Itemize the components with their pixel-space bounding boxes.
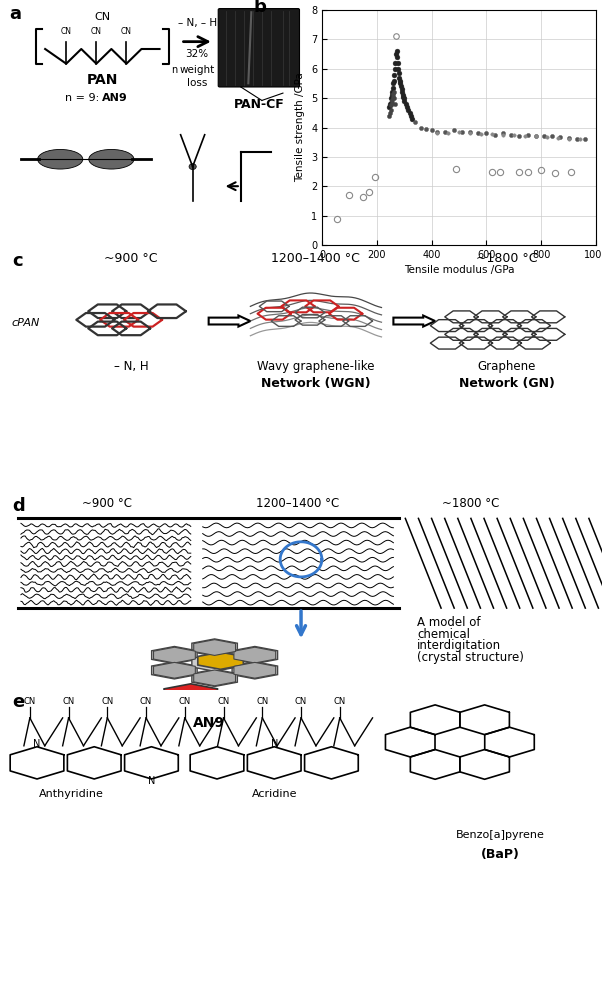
Text: CN: CN	[334, 696, 346, 706]
Text: d: d	[12, 497, 25, 515]
Polygon shape	[154, 647, 195, 663]
Polygon shape	[192, 639, 237, 656]
Text: N: N	[270, 739, 278, 749]
Text: cPAN: cPAN	[12, 318, 40, 328]
Text: CN: CN	[95, 12, 110, 22]
Text: chemical: chemical	[417, 628, 470, 641]
Text: Network (GN): Network (GN)	[459, 377, 554, 390]
Circle shape	[189, 164, 196, 170]
Text: Anthyridine: Anthyridine	[39, 789, 104, 799]
Text: 1200–1400 °C: 1200–1400 °C	[272, 252, 361, 265]
Polygon shape	[154, 662, 195, 678]
Text: (BaP): (BaP)	[481, 848, 520, 861]
Text: A model of: A model of	[417, 616, 481, 629]
Text: Network (WGN): Network (WGN)	[261, 377, 371, 390]
Polygon shape	[164, 684, 217, 704]
Polygon shape	[234, 662, 276, 678]
Text: c: c	[12, 252, 23, 270]
Text: CN: CN	[91, 27, 102, 36]
Text: CN: CN	[121, 27, 132, 36]
Text: n = 9:: n = 9:	[64, 93, 102, 103]
Ellipse shape	[38, 149, 83, 169]
FancyBboxPatch shape	[219, 9, 300, 87]
Text: ~1800 °C: ~1800 °C	[442, 497, 500, 510]
Polygon shape	[232, 646, 278, 664]
Polygon shape	[152, 646, 197, 664]
Text: 32%: 32%	[185, 49, 209, 59]
Text: (crystal structure): (crystal structure)	[417, 651, 524, 664]
Text: weight: weight	[179, 65, 215, 75]
Text: CN: CN	[256, 696, 268, 706]
Polygon shape	[192, 654, 237, 671]
Text: PAN-CF: PAN-CF	[234, 98, 284, 111]
Text: ~900 °C: ~900 °C	[104, 252, 158, 265]
Polygon shape	[194, 640, 235, 655]
Text: CN: CN	[179, 696, 191, 706]
Text: Benzo[a]pyrene: Benzo[a]pyrene	[456, 830, 545, 840]
Text: AN9: AN9	[193, 716, 225, 730]
Text: AN9: AN9	[102, 93, 128, 103]
Text: loss: loss	[187, 78, 207, 88]
Text: – N, H: – N, H	[114, 360, 149, 373]
Text: ~1800 °C: ~1800 °C	[476, 252, 538, 265]
Text: Wavy graphene-like: Wavy graphene-like	[257, 360, 374, 373]
Text: N: N	[147, 776, 155, 786]
Text: PAN: PAN	[87, 74, 118, 88]
Text: N: N	[33, 739, 41, 749]
Text: CN: CN	[217, 696, 230, 706]
Y-axis label: Tensile strength /GPa: Tensile strength /GPa	[296, 73, 305, 182]
Text: interdigitation: interdigitation	[417, 639, 501, 652]
Text: ~900 °C: ~900 °C	[82, 497, 132, 510]
Text: CN: CN	[61, 27, 72, 36]
Text: CN: CN	[101, 696, 113, 706]
FancyArrow shape	[209, 316, 250, 327]
Text: Graphene: Graphene	[477, 360, 536, 373]
Text: 1200–1400 °C: 1200–1400 °C	[256, 497, 340, 510]
Text: Acridine: Acridine	[252, 789, 297, 799]
Text: b: b	[253, 0, 267, 16]
Polygon shape	[234, 647, 276, 663]
FancyArrow shape	[394, 316, 435, 327]
Polygon shape	[232, 662, 278, 679]
Polygon shape	[152, 662, 197, 679]
Text: n: n	[172, 65, 178, 75]
Text: e: e	[12, 693, 24, 711]
Polygon shape	[192, 669, 237, 686]
X-axis label: Tensile modulus /GPa: Tensile modulus /GPa	[404, 265, 514, 275]
Text: CN: CN	[295, 696, 307, 706]
Text: – N, – H: – N, – H	[178, 18, 217, 28]
Text: CN: CN	[140, 696, 152, 706]
Ellipse shape	[89, 149, 134, 169]
Text: CN: CN	[23, 696, 36, 706]
Polygon shape	[194, 670, 235, 686]
Text: CN: CN	[63, 696, 75, 706]
Text: a: a	[9, 5, 21, 23]
Polygon shape	[198, 652, 243, 669]
